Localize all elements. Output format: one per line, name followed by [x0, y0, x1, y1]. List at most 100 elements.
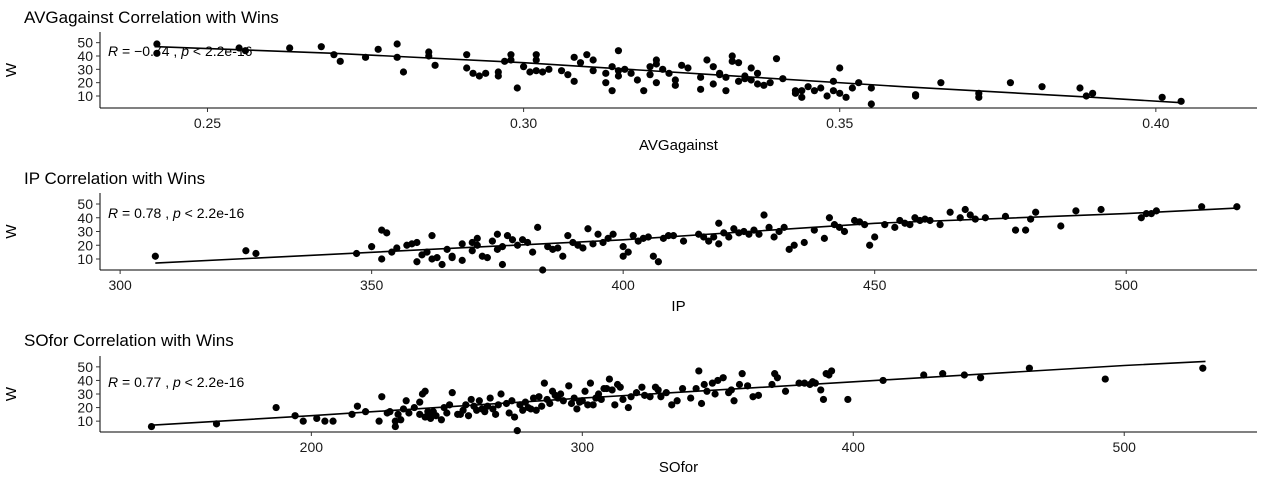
data-point — [654, 258, 662, 266]
data-point — [755, 230, 763, 238]
data-point — [867, 100, 875, 108]
data-point — [252, 249, 260, 258]
data-point — [463, 51, 471, 59]
data-point — [798, 93, 806, 101]
data-point — [609, 230, 617, 238]
y-axis-label: W — [3, 224, 20, 239]
data-point — [640, 87, 648, 95]
data-point — [760, 81, 768, 89]
data-point — [492, 410, 500, 418]
data-point — [840, 227, 849, 236]
data-point — [448, 254, 456, 262]
data-point — [719, 374, 727, 382]
data-point — [911, 92, 920, 100]
data-point — [399, 68, 408, 76]
data-point — [483, 254, 491, 262]
data-point — [378, 393, 386, 401]
y-tick-label: 50 — [77, 359, 93, 375]
data-point — [336, 57, 344, 65]
data-point — [321, 417, 329, 425]
data-point — [714, 376, 722, 385]
data-point — [638, 383, 646, 391]
data-point — [493, 230, 502, 238]
y-tick-label: 10 — [77, 413, 93, 429]
y-tick-label: 20 — [77, 400, 93, 416]
y-axis-label: W — [3, 386, 20, 401]
data-point — [961, 205, 969, 214]
data-point — [526, 68, 534, 76]
data-point — [946, 208, 954, 216]
data-point — [627, 69, 635, 77]
chart-title: IP Correlation with Wins — [24, 169, 205, 188]
data-point — [633, 76, 642, 84]
data-point — [513, 84, 521, 92]
data-point — [602, 79, 610, 87]
data-point — [539, 266, 547, 274]
y-tick-label: 20 — [77, 237, 93, 253]
data-point — [810, 87, 819, 95]
data-point — [272, 403, 280, 412]
data-point — [624, 403, 632, 412]
chart-panel-1: AVGagainst Correlation with Wins 10203040… — [3, 8, 1257, 154]
data-point — [1022, 226, 1030, 234]
data-point — [700, 380, 708, 389]
data-point — [584, 401, 592, 409]
data-point — [383, 229, 391, 237]
data-point — [804, 83, 812, 91]
data-point — [728, 52, 736, 60]
data-point — [1025, 364, 1033, 372]
x-tick-label: 500 — [1115, 277, 1139, 293]
data-point — [503, 232, 512, 240]
correlation-annotation: R = 0.78 , p < 2.2e-16 — [108, 205, 244, 221]
data-point — [416, 410, 424, 418]
x-tick-label: 200 — [300, 439, 324, 455]
data-point — [1011, 226, 1020, 234]
data-point — [473, 234, 481, 242]
data-point — [475, 397, 483, 405]
data-point — [646, 71, 654, 79]
data-point — [375, 417, 383, 425]
data-point — [810, 226, 818, 234]
y-tick-label: 10 — [77, 88, 93, 104]
data-point — [817, 386, 825, 394]
data-point — [431, 61, 439, 69]
x-tick-label: 0.30 — [510, 115, 537, 131]
trend-line — [151, 360, 1206, 426]
y-tick-label: 10 — [77, 251, 93, 267]
data-point — [906, 221, 914, 229]
data-point — [565, 382, 573, 390]
data-point — [734, 77, 743, 85]
data-point — [725, 233, 733, 241]
data-point — [629, 232, 637, 240]
data-point — [443, 409, 451, 417]
data-point — [649, 252, 657, 260]
data-point — [619, 395, 627, 404]
data-point — [1158, 93, 1166, 101]
data-point — [866, 241, 874, 249]
data-point — [438, 260, 446, 269]
trend-line — [156, 45, 1182, 104]
data-point — [1072, 207, 1080, 215]
data-point — [765, 223, 773, 231]
data-point — [753, 80, 762, 88]
data-point — [608, 386, 616, 394]
data-point — [766, 79, 774, 87]
data-point — [603, 384, 611, 393]
data-point — [871, 233, 879, 241]
data-point — [891, 223, 899, 231]
data-point — [785, 245, 793, 253]
data-point — [348, 410, 356, 418]
data-point — [494, 401, 502, 409]
data-point — [394, 410, 402, 418]
data-point — [772, 55, 781, 63]
data-point — [486, 394, 494, 402]
data-point — [781, 387, 790, 395]
data-point — [1089, 89, 1097, 97]
data-point — [286, 44, 294, 52]
y-tick-label: 30 — [77, 61, 93, 77]
data-point — [463, 64, 471, 72]
data-point — [747, 76, 755, 84]
data-point — [602, 69, 610, 77]
data-point — [1152, 207, 1160, 215]
data-point — [697, 85, 705, 93]
